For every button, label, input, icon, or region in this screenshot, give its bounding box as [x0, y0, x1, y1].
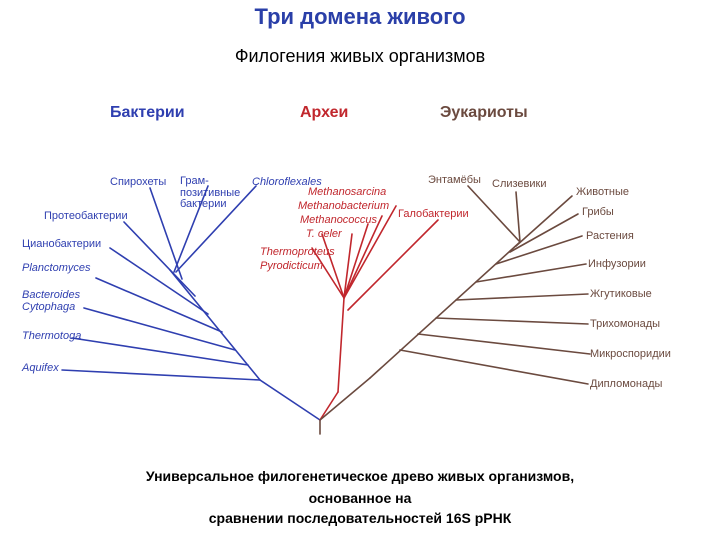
figure-root: { "colors": { "title": "#2a3fa8", "subti… — [0, 0, 720, 540]
leaf-label: Растения — [586, 230, 634, 242]
leaf-label: T. celer — [306, 228, 342, 240]
leaf-label: Planctomyces — [22, 262, 90, 274]
leaf-label: BacteroidesCytophaga — [22, 290, 80, 313]
leaf-label: Methanosarcina — [308, 186, 386, 198]
leaf-label: Спирохеты — [110, 176, 166, 188]
caption-line-2: основанное на — [0, 490, 720, 506]
leaf-label: Энтамёбы — [428, 174, 481, 186]
leaf-label: Грибы — [582, 206, 614, 218]
leaf-label: Микроспоридии — [590, 348, 671, 360]
leaf-label: Жгутиковые — [590, 288, 652, 300]
leaf-label: Слизевики — [492, 178, 547, 190]
leaf-label: Цианобактерии — [22, 238, 101, 250]
leaf-label: Инфузории — [588, 258, 646, 270]
phylo-tree — [0, 0, 720, 540]
leaf-label: Thermotoga — [22, 330, 81, 342]
leaf-label: Трихомонады — [590, 318, 660, 330]
caption-line-3: сравнении последовательностей 16S рРНК — [0, 510, 720, 526]
leaf-label: Thermoproteus — [260, 246, 335, 258]
leaf-label: Methanobacterium — [298, 200, 389, 212]
leaf-label: Животные — [576, 186, 629, 198]
leaf-label: Протеобактерии — [44, 210, 128, 222]
caption-line-1: Универсальное филогенетическое древо жив… — [0, 468, 720, 484]
leaf-label: Pyrodicticum — [260, 260, 323, 272]
leaf-label: Галобактерии — [398, 208, 469, 220]
leaf-label: Aquifex — [22, 362, 59, 374]
leaf-label: Дипломонады — [590, 378, 662, 390]
leaf-label: Methanococcus — [300, 214, 377, 226]
leaf-label: Грам-позитивныебактерии — [180, 176, 240, 211]
